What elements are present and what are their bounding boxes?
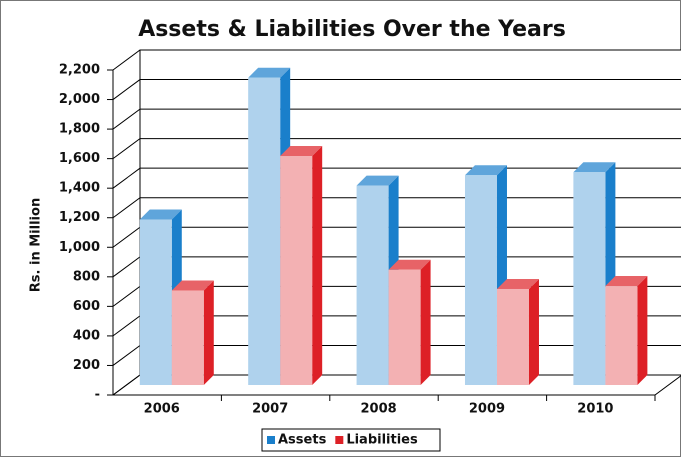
bar (280, 146, 323, 385)
y-tick-label: 1,000 (59, 240, 100, 255)
x-tick-label: 2006 (144, 402, 180, 417)
y-tick-label: 400 (73, 328, 100, 343)
bar-side (637, 276, 648, 385)
chart-title: Assets & Liabilities Over the Years (138, 17, 566, 42)
y-tick-label: 1,800 (59, 122, 100, 137)
bar-top (388, 259, 431, 270)
bar-top (280, 146, 323, 157)
grid-line (112, 49, 681, 71)
grid-line (112, 79, 681, 100)
bar (139, 209, 182, 385)
bar-top (464, 165, 507, 176)
bar-front (605, 286, 638, 385)
y-tick-label: 2,000 (59, 92, 100, 107)
bar-front (573, 172, 606, 385)
bar-side (203, 280, 214, 385)
bar (496, 278, 539, 385)
x-tick-label: 2009 (469, 402, 505, 417)
bar-top (248, 67, 291, 78)
y-tick-label: 2,200 (59, 63, 100, 78)
legend-label: Liabilities (346, 433, 418, 448)
y-tick-label: 1,600 (59, 151, 100, 166)
bar-front (171, 290, 204, 385)
legend-label: Assets (278, 433, 327, 448)
legend-swatch (267, 436, 275, 444)
y-tick-label: 1,400 (59, 181, 100, 196)
bar (388, 259, 431, 385)
bar-top (171, 280, 214, 291)
bar (171, 280, 214, 385)
y-tick-label: 800 (73, 269, 100, 284)
bar-front (388, 269, 421, 385)
x-tick-label: 2010 (577, 402, 613, 417)
bar-front (280, 156, 313, 385)
legend-swatch (335, 436, 344, 444)
bar-front (139, 219, 172, 385)
bar-side (528, 278, 539, 385)
bar-front (464, 175, 497, 385)
bar-top (356, 175, 399, 186)
bar-top (605, 276, 648, 287)
legend: Assets Liabilities (261, 428, 441, 452)
legend-box (261, 428, 441, 452)
bar-front (496, 288, 529, 385)
bar-side (420, 259, 431, 385)
x-tick-label: 2007 (252, 402, 288, 417)
bar-top (573, 162, 616, 173)
bar-top (496, 278, 539, 289)
bar-front (356, 185, 389, 385)
grid-line (112, 138, 681, 160)
y-tick-label: 600 (73, 299, 100, 314)
bar-front (248, 77, 281, 386)
bar (605, 276, 648, 385)
y-axis-label: Rs. in Million (29, 198, 44, 292)
bar-top (139, 209, 182, 220)
bar-side (312, 146, 323, 385)
y-tick-label: 1,200 (59, 210, 100, 225)
grid-line (112, 108, 681, 130)
x-tick-label: 2008 (360, 402, 396, 417)
y-tick-label: - (95, 388, 100, 403)
y-tick-label: 200 (73, 358, 100, 373)
